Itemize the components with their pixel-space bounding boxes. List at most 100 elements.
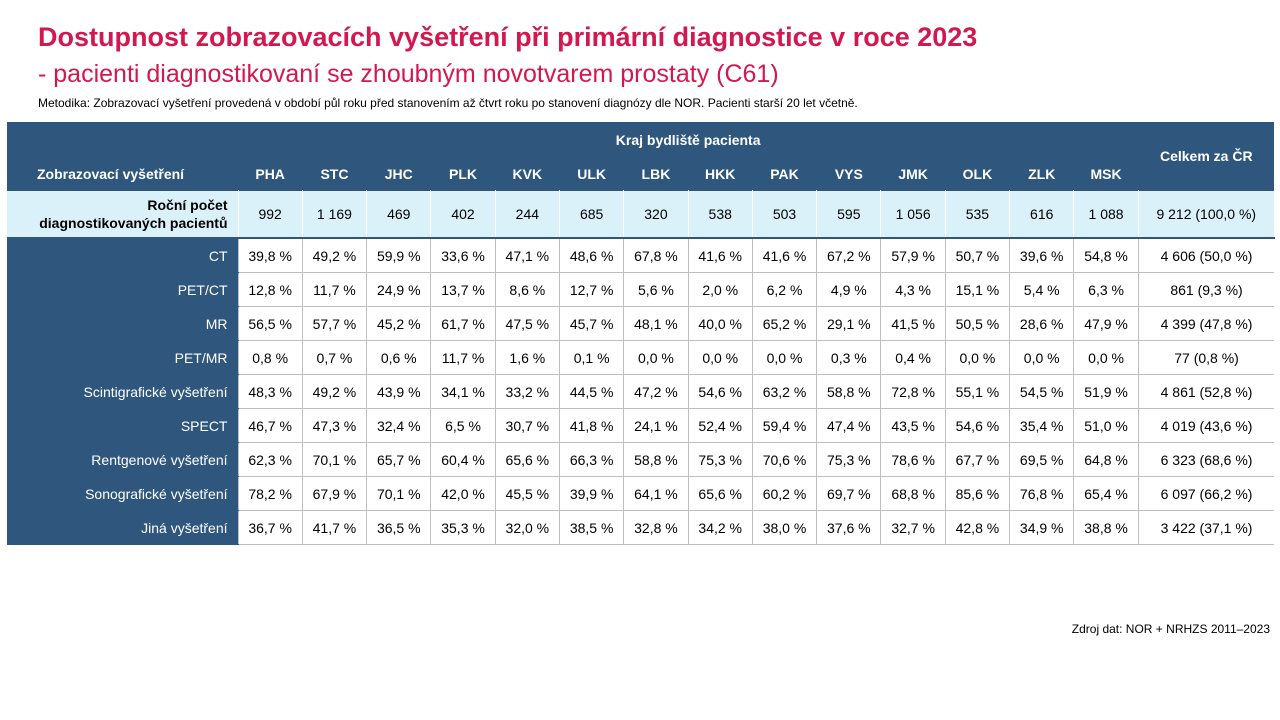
table-cell: 65,2 %: [751, 306, 818, 341]
table-cell: 2,0 %: [687, 272, 753, 307]
table-cell: 12,8 %: [237, 272, 303, 307]
page-subtitle: - pacienti diagnostikovaní se zhoubným n…: [38, 60, 779, 88]
table-cell: 45,5 %: [494, 476, 560, 511]
table-cell: 36,7 %: [237, 510, 303, 545]
table-cell: 59,9 %: [366, 237, 432, 273]
count-cell-msk: 1 088: [1073, 190, 1139, 239]
count-cell-olk: 535: [944, 190, 1011, 239]
table-cell: 75,3 %: [816, 442, 882, 477]
row-label: PET/CT: [7, 272, 238, 307]
table-cell: 39,8 %: [237, 237, 303, 273]
table-cell: 67,7 %: [944, 442, 1011, 477]
row-label: Scintigrafické vyšetření: [7, 374, 238, 409]
table-cell: 30,7 %: [494, 408, 560, 443]
table-row: MR 56,5 % 57,7 % 45,2 % 61,7 % 47,5 % 45,7 % 48…: [7, 306, 1275, 341]
row-label: MR: [7, 306, 238, 341]
table-cell: 65,6 %: [687, 476, 753, 511]
count-cell-vys: 595: [816, 190, 882, 239]
region-header-jmk: JMK: [880, 158, 946, 191]
table-cell: 54,8 %: [1073, 237, 1139, 273]
count-cell-lbk: 320: [623, 190, 689, 239]
table-cell: 12,7 %: [558, 272, 625, 307]
table-cell: 5,6 %: [623, 272, 689, 307]
table-cell: 0,0 %: [1009, 340, 1075, 375]
table-cell: 55,1 %: [944, 374, 1011, 409]
table-cell: 47,4 %: [816, 408, 882, 443]
region-header-olk: OLK: [945, 158, 1010, 191]
table-cell: 33,6 %: [430, 237, 496, 273]
table-cell: 56,5 %: [237, 306, 303, 341]
table-cell: 63,2 %: [751, 374, 818, 409]
patient-count-label-line1: Roční počet: [147, 197, 228, 213]
table-row: Rentgenové vyšetření 62,3 % 70,1 % 65,7 % 60…: [7, 442, 1275, 477]
table-cell: 64,8 %: [1073, 442, 1139, 477]
table-cell: 70,1 %: [366, 476, 432, 511]
table-cell: 57,9 %: [880, 237, 946, 273]
table-cell: 41,5 %: [880, 306, 946, 341]
table-cell: 39,6 %: [1009, 237, 1075, 273]
row-label: CT: [7, 238, 238, 273]
table-cell: 0,0 %: [1073, 340, 1139, 375]
row-label: Jiná vyšetření: [7, 510, 238, 545]
count-cell-ulk: 685: [558, 190, 625, 239]
table-cell: 28,6 %: [1009, 306, 1075, 341]
table-cell: 44,5 %: [558, 374, 625, 409]
total-cell: 6 323 (68,6 %): [1137, 442, 1275, 477]
table-cell: 68,8 %: [880, 476, 946, 511]
table-cell: 42,8 %: [944, 510, 1011, 545]
table-cell: 0,0 %: [687, 340, 753, 375]
table-cell: 4,9 %: [816, 272, 882, 307]
table-cell: 41,6 %: [687, 237, 753, 273]
table-cell: 70,6 %: [751, 442, 818, 477]
region-header-vys: VYS: [816, 158, 881, 191]
table-cell: 34,1 %: [430, 374, 496, 409]
count-cell-kvk: 244: [494, 190, 560, 239]
row-header: Zobrazovací vyšetření: [7, 122, 238, 191]
table-cell: 47,9 %: [1073, 306, 1139, 341]
table-cell: 38,5 %: [558, 510, 625, 545]
patient-count-label-line2: diagnostikovaných pacientů: [39, 215, 228, 231]
table-cell: 47,3 %: [301, 408, 368, 443]
table-cell: 59,4 %: [751, 408, 818, 443]
table-cell: 4,3 %: [880, 272, 946, 307]
table-cell: 54,6 %: [687, 374, 753, 409]
table-cell: 76,8 %: [1009, 476, 1075, 511]
table-cell: 38,8 %: [1073, 510, 1139, 545]
total-cell: 4 606 (50,0 %): [1137, 237, 1275, 273]
table-row: Scintigrafické vyšetření 48,3 % 49,2 % 43,9…: [7, 374, 1275, 409]
table-cell: 48,6 %: [558, 237, 625, 273]
table-cell: 32,8 %: [623, 510, 689, 545]
table-cell: 39,9 %: [558, 476, 625, 511]
table-row: PET/CT 12,8 % 11,7 % 24,9 % 13,7 % 8,6 % 12,7 …: [7, 272, 1275, 307]
table-cell: 37,6 %: [816, 510, 882, 545]
table-cell: 0,8 %: [237, 340, 303, 375]
table-cell: 41,6 %: [751, 237, 818, 273]
table-cell: 51,0 %: [1073, 408, 1139, 443]
table-cell: 13,7 %: [430, 272, 496, 307]
table-cell: 45,2 %: [366, 306, 432, 341]
methodology-note: Metodika: Zobrazovací vyšetření proveden…: [38, 96, 858, 110]
table-cell: 78,2 %: [237, 476, 303, 511]
table-cell: 64,1 %: [623, 476, 689, 511]
total-cell: 4 019 (43,6 %): [1137, 408, 1275, 443]
table-cell: 65,6 %: [494, 442, 560, 477]
table-cell: 8,6 %: [494, 272, 560, 307]
table-cell: 54,5 %: [1009, 374, 1075, 409]
total-cell: 3 422 (37,1 %): [1137, 510, 1275, 545]
count-cell-pak: 503: [751, 190, 818, 239]
table-cell: 0,3 %: [816, 340, 882, 375]
table-cell: 60,4 %: [430, 442, 496, 477]
patient-count-row: Roční počet diagnostikovaných pacientů 992…: [7, 190, 1275, 239]
table-cell: 35,3 %: [430, 510, 496, 545]
table-cell: 0,1 %: [558, 340, 625, 375]
count-cell-jhc: 469: [366, 190, 432, 239]
table-cell: 15,1 %: [944, 272, 1011, 307]
table-cell: 45,7 %: [558, 306, 625, 341]
table-cell: 38,0 %: [751, 510, 818, 545]
table-cell: 51,9 %: [1073, 374, 1139, 409]
table-cell: 35,4 %: [1009, 408, 1075, 443]
table-cell: 41,8 %: [558, 408, 625, 443]
examinations-table: Zobrazovací vyšetření Kraj bydliště paci…: [7, 122, 1275, 545]
table-cell: 48,3 %: [237, 374, 303, 409]
row-label: Sonografické vyšetření: [7, 476, 238, 511]
